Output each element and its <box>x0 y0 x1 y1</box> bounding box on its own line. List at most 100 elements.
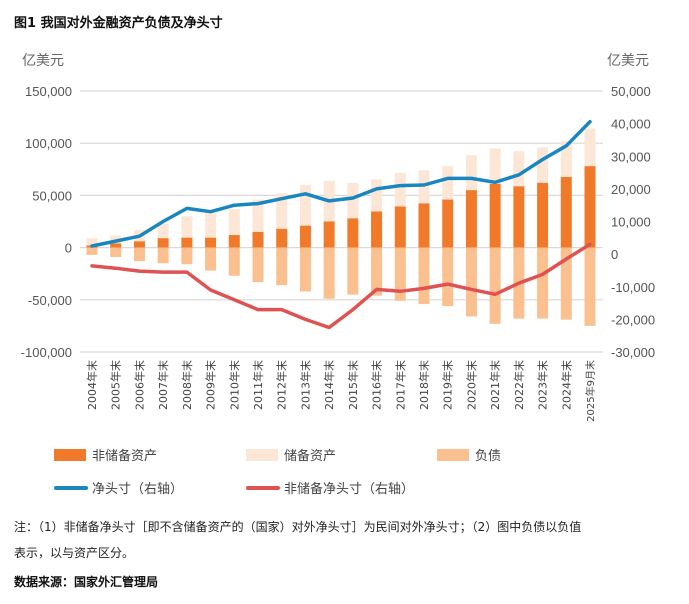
x-tick-label: 2021年末 <box>488 360 502 410</box>
bar-reserve-assets <box>299 184 311 226</box>
legend-item-net-position: 净头寸（右轴） <box>54 478 183 497</box>
x-tick-label: 2024年末 <box>559 360 573 410</box>
bar-non-reserve-assets <box>394 206 406 248</box>
right-tick-label: 50,000 <box>611 84 651 99</box>
bar-reserve-assets <box>513 151 525 187</box>
legend-label: 净头寸（右轴） <box>92 482 184 497</box>
right-tick-label: 0 <box>611 247 618 262</box>
right-tick-label: 20,000 <box>611 182 651 197</box>
bar-reserve-assets <box>394 173 406 207</box>
legend-item-liabilities: 负债 <box>437 445 501 464</box>
bar-non-reserve-assets <box>371 211 383 248</box>
bar-liabilities <box>347 247 359 295</box>
left-tick-label: -100,000 <box>21 345 72 360</box>
bar-liabilities <box>418 247 430 304</box>
bar-non-reserve-assets <box>418 203 430 248</box>
x-tick-label: 2009年末 <box>204 360 218 410</box>
line-net-position <box>90 119 592 248</box>
x-tick-label: 2018年末 <box>417 360 431 410</box>
x-tick-label: 2005年末 <box>109 360 123 410</box>
right-tick-label: -30,000 <box>611 345 655 360</box>
x-tick-label: 2025年9月末 <box>584 360 597 422</box>
bar-non-reserve-assets <box>513 186 525 248</box>
bar-liabilities <box>394 247 406 301</box>
x-tick-label: 2023年末 <box>536 360 550 410</box>
bar-reserve-assets <box>418 170 430 204</box>
bar-reserve-assets <box>228 208 240 236</box>
bar-reserve-assets <box>560 141 572 178</box>
left-tick-label: -50,000 <box>28 293 72 308</box>
x-tick-label: 2004年末 <box>85 360 99 410</box>
x-tick-label: 2015年末 <box>346 360 360 410</box>
left-tick-label: 50,000 <box>32 188 72 203</box>
right-tick-label: -10,000 <box>611 280 655 295</box>
bar-non-reserve-assets <box>560 177 572 248</box>
legend-swatch <box>246 448 278 461</box>
legend-item-non-reserve-assets: 非储备资产 <box>54 445 157 464</box>
bar-liabilities <box>157 247 169 264</box>
left-tick-label: 0 <box>65 241 72 256</box>
bar-non-reserve-assets <box>442 199 454 248</box>
bar-reserve-assets <box>537 147 549 183</box>
x-tick-label: 2006年末 <box>132 360 146 410</box>
bar-reserve-assets <box>371 179 383 212</box>
bar-reserve-assets <box>205 213 217 238</box>
x-axis-ticks: 2004年末 2005年末 2006年末 2007年末 2008年末 2009年末 2010… <box>85 360 597 422</box>
bar-non-reserve-assets <box>157 238 169 248</box>
chart-title: 图1 我国对外金融资产负债及净头寸 <box>14 16 223 31</box>
bar-reserve-assets <box>489 148 501 184</box>
bars <box>86 128 596 326</box>
bar-liabilities <box>560 247 572 320</box>
legend-label: 负债 <box>475 449 502 464</box>
bar-liabilities <box>110 247 122 257</box>
x-tick-label: 2020年末 <box>464 360 478 410</box>
bar-liabilities <box>537 247 549 319</box>
bar-liabilities <box>371 247 383 296</box>
legend-line <box>246 485 280 490</box>
bar-non-reserve-assets <box>489 183 501 248</box>
legend-label: 非储备净头寸（右轴） <box>284 482 415 497</box>
bar-non-reserve-assets <box>110 243 122 248</box>
bar-liabilities <box>228 247 240 276</box>
legend-swatch <box>54 448 86 461</box>
legend-label: 非储备资产 <box>92 449 158 464</box>
left-tick-label: 150,000 <box>25 84 72 99</box>
bar-non-reserve-assets <box>465 190 477 248</box>
bar-reserve-assets <box>347 182 359 219</box>
bar-non-reserve-assets <box>299 225 311 248</box>
note-line-2: 表示，以与资产区分。 <box>14 546 135 560</box>
left-axis-ticks: 150,000 100,000 50,000 0 -50,000 -100,000 <box>21 84 72 360</box>
gridlines <box>80 90 603 353</box>
legend-swatch <box>437 448 469 461</box>
right-tick-label: -20,000 <box>611 312 655 327</box>
bar-reserve-assets <box>86 238 98 246</box>
bar-liabilities <box>133 247 145 262</box>
bar-non-reserve-assets <box>133 241 145 248</box>
bar-reserve-assets <box>157 223 169 239</box>
right-axis-ticks: 50,000 40,000 30,000 20,000 10,000 0 -10,000 -2… <box>611 84 655 360</box>
x-tick-label: 2007年末 <box>156 360 170 410</box>
bar-liabilities <box>323 247 335 299</box>
left-tick-label: 100,000 <box>25 136 72 151</box>
x-tick-label: 2019年末 <box>441 360 455 410</box>
bar-non-reserve-assets <box>347 218 359 248</box>
x-tick-label: 2008年末 <box>180 360 194 410</box>
bar-reserve-assets <box>465 155 477 191</box>
right-tick-label: 10,000 <box>611 215 651 230</box>
bar-non-reserve-assets <box>252 231 264 248</box>
bar-non-reserve-assets <box>276 228 288 248</box>
bar-liabilities <box>205 247 217 271</box>
bar-reserve-assets <box>276 193 288 229</box>
legend-item-reserve-assets: 储备资产 <box>246 445 336 464</box>
x-tick-label: 2022年末 <box>512 360 526 410</box>
bar-non-reserve-assets <box>584 166 596 248</box>
right-tick-label: 40,000 <box>611 117 651 132</box>
bar-liabilities <box>276 247 288 286</box>
bar-liabilities <box>252 247 264 283</box>
bar-reserve-assets <box>181 216 193 238</box>
bar-reserve-assets <box>252 199 264 232</box>
bar-non-reserve-assets <box>323 221 335 248</box>
bar-liabilities <box>489 247 501 324</box>
line-non-reserve-net-position <box>90 242 592 330</box>
bar-non-reserve-assets <box>228 235 240 248</box>
